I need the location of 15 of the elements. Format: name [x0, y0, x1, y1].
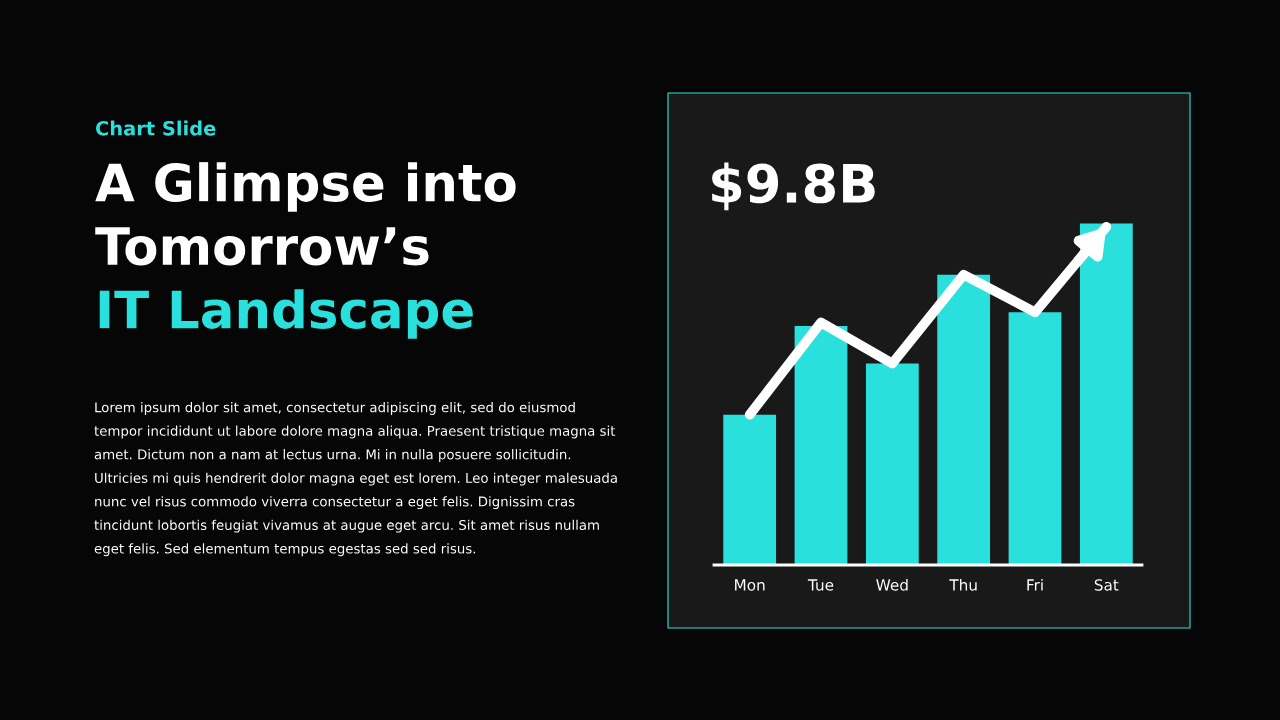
text: Lorem ipsum dolor sit amet, consectetur adipiscing elit, sed do eiusmod tempor incididunt ut labore dolore magna aliqua. Praesent tristique magna sit amet. Dictum non a nam at lectus urna. Mi in nulla posuere sollicitudin. Ultricies mi quis hendrerit dolor magna eget est lorem. Leo integer malesuada nunc vel risus commodo viverra consectetur a eget felis. Dignissim cras tincidunt lobortis feugiat vivamus at augue eget arcu. Sit amet risus nullam eget felis. Sed elementum tempus egestas sed sed risus. [94, 402, 617, 557]
x-tick-label: Fri [1027, 578, 1043, 591]
x-tick-label: Thu [949, 578, 977, 591]
bar [723, 414, 777, 565]
text: $9.8B [712, 162, 875, 211]
bar [1008, 312, 1062, 565]
x-tick-label: Sat [1094, 579, 1119, 591]
x-tick-label: Tue [807, 579, 834, 591]
bar [865, 363, 919, 565]
text: Chart Slide [95, 120, 216, 136]
bar [937, 274, 991, 565]
x-tick-label: Wed [876, 578, 908, 591]
chart-title: A Glimpse into Tomorrow’s IT Landscape [95, 162, 516, 339]
bar [794, 325, 848, 565]
x-tick-label: Mon [735, 579, 765, 591]
